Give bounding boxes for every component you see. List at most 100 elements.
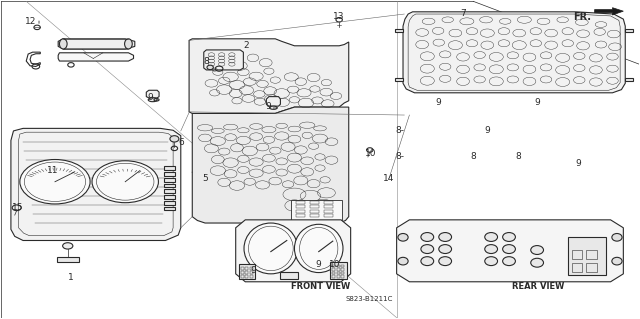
- Ellipse shape: [612, 257, 622, 265]
- Text: 5: 5: [202, 174, 207, 183]
- Text: 7: 7: [461, 9, 467, 18]
- Polygon shape: [11, 128, 180, 241]
- Bar: [245, 275, 248, 278]
- Text: 8-: 8-: [396, 126, 404, 135]
- Text: 10: 10: [365, 149, 376, 158]
- Ellipse shape: [148, 98, 157, 102]
- Polygon shape: [204, 50, 243, 70]
- Text: 8: 8: [515, 152, 521, 161]
- Ellipse shape: [502, 245, 515, 254]
- Polygon shape: [192, 107, 349, 223]
- Bar: [586, 250, 596, 259]
- Ellipse shape: [294, 224, 343, 272]
- Ellipse shape: [484, 257, 497, 266]
- Text: 9: 9: [575, 159, 581, 168]
- Polygon shape: [266, 97, 280, 106]
- Bar: [164, 206, 175, 210]
- Polygon shape: [189, 39, 349, 114]
- Ellipse shape: [439, 257, 452, 266]
- Ellipse shape: [439, 245, 452, 254]
- Bar: [337, 275, 340, 278]
- Ellipse shape: [244, 223, 298, 274]
- Bar: [310, 201, 319, 204]
- Ellipse shape: [398, 257, 408, 265]
- Bar: [586, 263, 596, 271]
- Ellipse shape: [421, 245, 434, 254]
- Ellipse shape: [421, 233, 434, 241]
- Ellipse shape: [612, 234, 622, 241]
- Bar: [241, 275, 244, 278]
- Bar: [310, 205, 319, 208]
- Ellipse shape: [269, 106, 277, 109]
- Text: FR.: FR.: [573, 11, 591, 22]
- Text: 8: 8: [204, 56, 209, 65]
- Bar: [337, 268, 340, 271]
- Bar: [296, 210, 305, 213]
- Bar: [164, 184, 175, 188]
- Text: S823-B1211C: S823-B1211C: [346, 296, 393, 301]
- Bar: [324, 214, 333, 217]
- Text: 8: 8: [470, 152, 476, 161]
- Polygon shape: [330, 262, 348, 278]
- Bar: [332, 268, 335, 271]
- Text: 9: 9: [315, 260, 321, 270]
- Bar: [164, 201, 175, 204]
- Bar: [296, 214, 305, 217]
- Text: 9: 9: [484, 126, 490, 135]
- Ellipse shape: [531, 258, 543, 267]
- Ellipse shape: [398, 234, 408, 241]
- Bar: [310, 210, 319, 213]
- Bar: [164, 178, 175, 182]
- Bar: [296, 201, 305, 204]
- Ellipse shape: [60, 39, 67, 49]
- Bar: [341, 268, 344, 271]
- Bar: [324, 210, 333, 213]
- Polygon shape: [280, 272, 298, 278]
- Bar: [332, 271, 335, 274]
- Bar: [572, 263, 582, 271]
- Text: FRONT VIEW: FRONT VIEW: [291, 282, 351, 291]
- Bar: [245, 268, 248, 270]
- Ellipse shape: [531, 246, 543, 255]
- Ellipse shape: [92, 161, 159, 203]
- Text: 1: 1: [68, 272, 74, 281]
- Polygon shape: [58, 39, 135, 49]
- Bar: [164, 167, 175, 170]
- Bar: [332, 275, 335, 278]
- Bar: [324, 205, 333, 208]
- Bar: [241, 271, 244, 274]
- Ellipse shape: [170, 136, 179, 142]
- Text: 13: 13: [333, 12, 344, 21]
- Ellipse shape: [421, 257, 434, 266]
- Bar: [164, 172, 175, 176]
- Ellipse shape: [502, 233, 515, 241]
- Bar: [337, 271, 340, 274]
- Polygon shape: [403, 12, 625, 93]
- Polygon shape: [58, 53, 134, 61]
- Text: 2: 2: [243, 41, 249, 50]
- Text: 10: 10: [329, 260, 340, 270]
- Bar: [341, 275, 344, 278]
- Bar: [296, 205, 305, 208]
- Bar: [250, 275, 253, 278]
- Bar: [332, 265, 335, 267]
- Ellipse shape: [20, 160, 90, 204]
- Polygon shape: [236, 220, 351, 282]
- Text: 14: 14: [383, 174, 394, 183]
- Ellipse shape: [125, 39, 132, 49]
- Bar: [250, 268, 253, 270]
- Bar: [324, 201, 333, 204]
- Ellipse shape: [207, 65, 213, 70]
- Bar: [572, 250, 582, 259]
- Polygon shape: [239, 264, 255, 278]
- Bar: [310, 214, 319, 217]
- Text: 9: 9: [534, 98, 540, 107]
- Polygon shape: [397, 220, 623, 282]
- Bar: [341, 271, 344, 274]
- Polygon shape: [147, 90, 159, 98]
- Text: 11: 11: [47, 166, 58, 175]
- Ellipse shape: [502, 257, 515, 266]
- Bar: [291, 200, 342, 220]
- Bar: [241, 268, 244, 270]
- Bar: [250, 271, 253, 274]
